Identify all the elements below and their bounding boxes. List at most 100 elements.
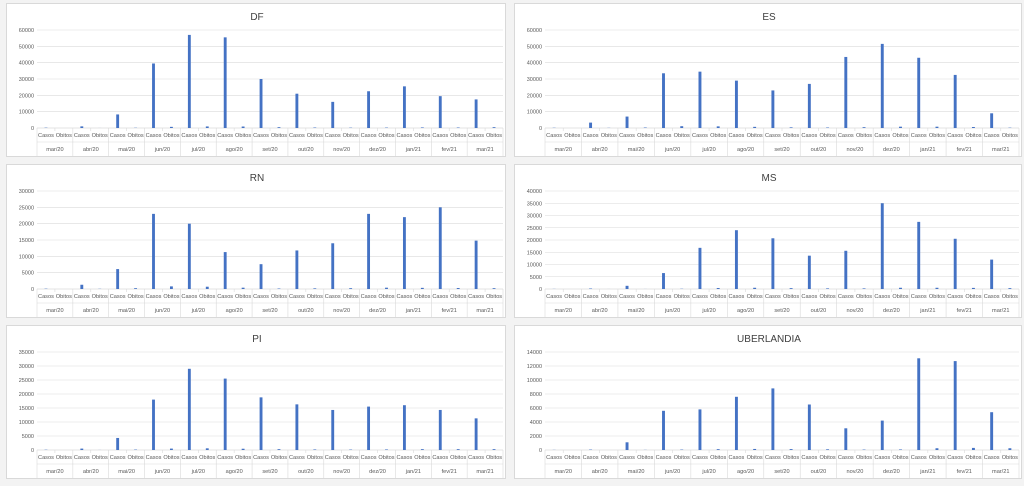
bar-obitos-nov-20 [862,288,866,289]
x-sub-label: Casos [38,455,54,461]
y-tick-label: 40000 [19,61,34,67]
x-month-label: mar/21 [476,147,493,153]
y-tick-label: 20000 [19,93,34,99]
bar-obitos-jan-21 [935,126,939,128]
x-month-label: fev/21 [442,147,457,153]
y-tick-label: 60000 [527,28,542,34]
chart-panel-pi: PI 0 5000 10000 15000 20000 25000 30000 35000 Cas… [6,325,506,479]
bar-obitos-fev-21 [971,127,975,128]
x-month-label: jun/20 [664,308,680,314]
x-sub-label: Obitos [486,455,502,461]
x-month-label: ago/20 [226,469,243,475]
bar-casos-set-20 [771,90,775,128]
y-tick-label: 5000 [22,271,34,277]
bar-casos-jun-20 [152,63,155,128]
x-month-label: nov/20 [847,147,864,153]
bar-obitos-jan-21 [420,127,424,128]
x-month-label: jun/20 [664,469,680,475]
x-sub-label: Obitos [710,294,726,300]
x-sub-label: Casos [468,455,484,461]
bar-obitos-ago-20 [753,287,757,289]
x-sub-label: Casos [911,133,927,139]
x-sub-label: Casos [38,294,54,300]
x-sub-label: Casos [396,133,412,139]
x-sub-label: Obitos [637,455,653,461]
bar-casos-mai-20 [116,437,120,450]
bar-obitos-jul-20 [716,449,720,450]
x-sub-label: Casos [546,294,562,300]
bar-casos-ago-20 [734,80,738,128]
x-sub-label: Casos [583,294,599,300]
x-sub-label: Casos [253,294,269,300]
x-sub-label: Obitos [601,455,617,461]
y-tick-label: 2000 [530,434,542,440]
x-sub-label: Casos [325,455,341,461]
bar-casos-mar-21 [474,240,478,289]
y-tick-label: 14000 [527,350,542,356]
x-month-label: abr/20 [592,147,608,153]
bar-obitos-jul-20 [205,126,209,128]
x-sub-label: Casos [874,455,890,461]
x-sub-label: Obitos [783,455,799,461]
y-tick-label: 0 [31,448,34,454]
y-tick-label: 0 [539,126,542,132]
x-sub-label: Casos [728,133,744,139]
y-tick-label: 60000 [19,28,34,34]
bar-obitos-fev-21 [456,288,460,289]
bar-obitos-ago-20 [753,126,757,128]
y-tick-label: 40000 [527,61,542,67]
x-sub-label: Obitos [414,133,430,139]
bar-obitos-dez-20 [385,449,388,450]
bar-obitos-jul-20 [205,448,209,450]
bar-casos-set-20 [259,264,263,289]
x-sub-label: Obitos [892,133,908,139]
x-sub-label: Casos [74,294,90,300]
x-month-label: mar/20 [555,147,572,153]
chart-svg-pi: PI 0 5000 10000 15000 20000 25000 30000 35000 Cas… [19,334,504,478]
x-month-label: set/20 [774,308,789,314]
x-sub-label: Obitos [747,294,763,300]
x-month-label: mar/21 [992,308,1009,314]
x-sub-label: Obitos [564,455,580,461]
x-month-label: fev/21 [442,469,457,475]
x-month-label: set/20 [262,147,277,153]
y-tick-label: 15000 [19,238,34,244]
bar-casos-mai-20 [116,269,120,289]
x-month-label: set/20 [774,469,789,475]
x-sub-label: Casos [74,133,90,139]
bar-casos-out-20 [295,93,299,128]
x-sub-label: Casos [468,133,484,139]
bar-casos-out-20 [807,404,811,450]
x-sub-label: Casos [765,294,781,300]
chart-panel-uberlandia: UBERLANDIA 0 2000 4000 6000 8000 10000 12000 140… [514,325,1022,479]
x-sub-label: Casos [146,294,162,300]
y-tick-label: 30000 [19,189,34,195]
bar-casos-dez-20 [880,420,884,450]
bar-casos-set-20 [259,79,263,128]
y-tick-label: 40000 [527,189,542,195]
x-sub-label: Obitos [307,133,323,139]
x-sub-label: Obitos [127,294,143,300]
x-sub-label: Obitos [127,455,143,461]
x-month-label: set/20 [262,469,277,475]
x-sub-label: Obitos [783,294,799,300]
x-month-label: ago/20 [737,308,754,314]
bar-obitos-mai-20 [134,288,138,289]
bar-obitos-fev-21 [971,447,975,450]
x-month-label: mai/20 [628,147,645,153]
x-sub-label: Casos [74,455,90,461]
x-month-label: set/20 [262,308,277,314]
x-month-label: jan/21 [405,469,421,475]
bar-casos-ago-20 [223,37,227,128]
x-sub-label: Obitos [856,294,872,300]
x-sub-label: Obitos [929,133,945,139]
y-tick-label: 10000 [19,254,34,260]
x-sub-label: Casos [361,133,377,139]
x-sub-label: Casos [110,133,126,139]
y-tick-label: 15000 [19,406,34,412]
bar-casos-ago-20 [734,230,738,289]
x-sub-label: Obitos [450,133,466,139]
x-sub-label: Casos [765,455,781,461]
y-tick-label: 25000 [19,205,34,211]
